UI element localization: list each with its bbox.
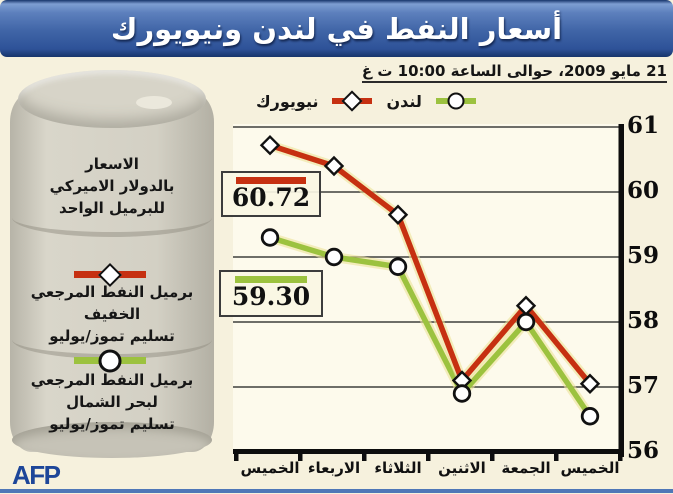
newyork-price-callout: 60.72 <box>221 171 321 217</box>
x-axis-label: الاثنين <box>438 459 486 477</box>
x-axis <box>233 449 624 454</box>
newyork-color-bar <box>236 177 306 184</box>
circle-marker <box>324 247 344 267</box>
barrel-bottom <box>12 422 212 458</box>
newyork-key-text: برميل النفط المرجعي الخفيف تسليم تموز/يو… <box>30 283 194 345</box>
legend-label-newyork: نيويورك <box>256 91 319 111</box>
x-axis-label: الجمعة <box>501 459 551 477</box>
circle-marker <box>452 384 472 403</box>
y-axis-label: 60 <box>627 177 660 204</box>
london-circle-icon <box>435 92 476 110</box>
circle-marker <box>580 407 600 426</box>
diamond-marker <box>323 155 345 177</box>
x-axis-label: الاربعاء <box>307 459 361 477</box>
y-axis-label: 57 <box>627 372 660 399</box>
y-axis <box>618 124 624 457</box>
london-key-text: برميل النفط المرجعي لبحر الشمال تسليم تم… <box>30 371 194 433</box>
afp-logo: AFP <box>12 460 61 490</box>
diamond-marker <box>387 204 409 225</box>
chart-legend: لندن نيويورك <box>256 89 476 113</box>
sidebar-oil-barrel: الاسعار بالدولار الاميركي للبرميل الواحد… <box>8 70 216 462</box>
y-axis-label: 58 <box>627 307 660 334</box>
title-banner: أسعار النفط في لندن ونيويورك <box>0 0 673 57</box>
y-axis-label: 59 <box>627 242 660 269</box>
newyork-key-diamond-icon <box>74 262 146 287</box>
london-price-callout: 59.30 <box>219 270 323 317</box>
london-price-value: 59.30 <box>231 282 311 311</box>
y-axis-label: 56 <box>627 437 660 464</box>
diamond-marker <box>451 370 473 391</box>
circle-marker <box>260 228 280 247</box>
x-axis-label: الخميس <box>560 459 620 477</box>
bottom-rule <box>0 489 673 493</box>
london-key-circle-icon <box>74 349 146 372</box>
diamond-marker <box>259 135 281 156</box>
diamond-marker <box>515 295 537 316</box>
barrel-cap <box>136 96 172 109</box>
diamond-marker <box>579 373 601 394</box>
circle-marker <box>388 257 408 276</box>
london-color-bar <box>235 276 307 283</box>
x-axis-label: الخميس <box>240 459 300 477</box>
page-title: أسعار النفط في لندن ونيويورك <box>110 11 563 46</box>
unit-note: الاسعار بالدولار الاميركي للبرميل الواحد <box>49 155 175 217</box>
y-axis-label: 61 <box>627 112 660 139</box>
barrel-ridge <box>12 198 212 237</box>
date-line: 21 مايو 2009، حوالى الساعة 10:00 ت غ <box>361 62 667 83</box>
legend-label-london: لندن <box>386 91 422 111</box>
newyork-diamond-icon <box>332 90 373 112</box>
circle-marker <box>516 312 536 332</box>
series-line-لندن <box>267 234 593 419</box>
x-axis-label: الثلاثاء <box>374 459 422 477</box>
barrel-lid <box>18 70 206 128</box>
newyork-price-value: 60.72 <box>231 183 311 212</box>
